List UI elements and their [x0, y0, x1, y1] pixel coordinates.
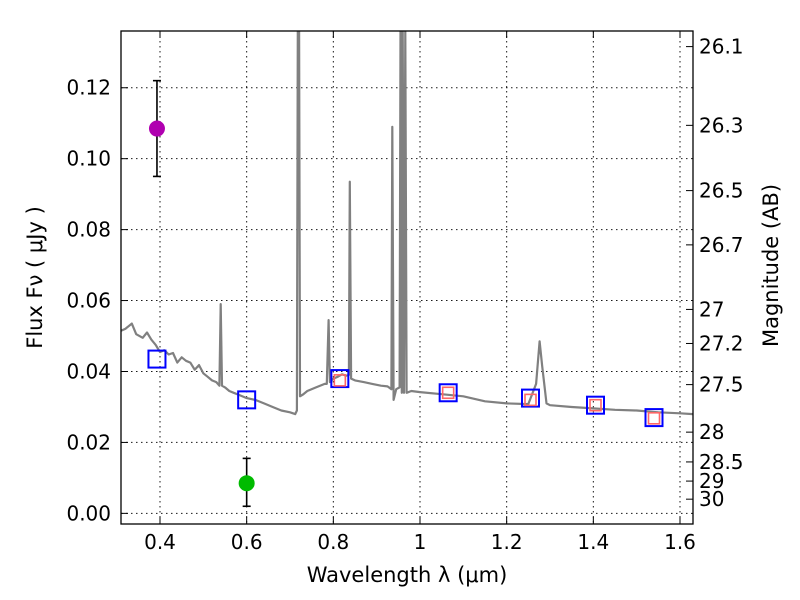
magnitude-tick-label: 30 — [699, 487, 724, 511]
series-group — [121, 31, 693, 416]
grid — [121, 31, 693, 524]
magnitude-tick-label: 28 — [699, 420, 724, 444]
plot-frame — [120, 30, 694, 525]
y-tick-label: 0.12 — [66, 76, 111, 100]
magnitude-tick-label: 28.5 — [699, 450, 744, 474]
model-photometry-square — [237, 390, 257, 410]
y-tick-label: 0.02 — [66, 430, 111, 454]
x-tick-label: 1.6 — [664, 530, 696, 554]
observed-photometry-square — [333, 374, 347, 387]
green-point-marker — [238, 475, 255, 492]
model-photometry-square — [521, 388, 540, 408]
x-tick-label: 1 — [414, 530, 427, 554]
ticks-layer: 0.4 0.6 0.8 1 1.2 1.4 1.6 0.00 0.02 0.04 0.06 0.08 0… — [66, 31, 744, 554]
y-axis-label: Flux Fν ( μJy ) — [23, 206, 47, 349]
markers-layer — [147, 79, 664, 508]
x-tick-label: 0.8 — [317, 530, 349, 554]
x-tick-label: 0.6 — [231, 530, 263, 554]
magnitude-tick-label: 26.1 — [699, 35, 744, 59]
magnitude-tick-label: 27 — [699, 297, 724, 321]
magnitude-tick-label: 27.2 — [699, 331, 744, 355]
x-tick-label: 1.2 — [491, 530, 523, 554]
x-tick-label: 0.4 — [144, 530, 176, 554]
magnitude-tick-label: 26.3 — [699, 113, 744, 137]
magnitude-tick-label: 27.5 — [699, 373, 744, 397]
sed-model-line — [121, 31, 693, 416]
observed-photometry-square — [589, 398, 602, 412]
y-tick-label: 0.06 — [66, 289, 111, 313]
model-photometry-square — [330, 369, 350, 389]
model-photometry-square — [644, 408, 664, 428]
observed-photometry-square — [441, 386, 455, 400]
y-tick-label: 0.08 — [66, 218, 111, 242]
magnitude-tick-label: 26.7 — [699, 233, 744, 257]
observed-photometry-square — [524, 393, 537, 407]
magnitude-tick-label: 26.5 — [699, 179, 744, 203]
model-photometry-square — [586, 395, 605, 415]
purple-point-marker — [148, 120, 165, 137]
series-layer — [121, 31, 693, 416]
y-tick-label: 0.10 — [66, 147, 111, 171]
y-axis-label-right: Magnitude (AB) — [759, 184, 783, 347]
y-tick-label: 0.00 — [66, 501, 111, 525]
x-tick-label: 1.4 — [577, 530, 609, 554]
y-tick-label: 0.04 — [66, 359, 111, 383]
magnitude-tick-label: 29 — [699, 469, 724, 493]
x-axis-label: Wavelength λ (μm) — [307, 563, 508, 587]
model-photometry-square — [438, 383, 458, 403]
observed-photometry-square — [647, 412, 661, 425]
model-photometry-square — [147, 349, 167, 369]
